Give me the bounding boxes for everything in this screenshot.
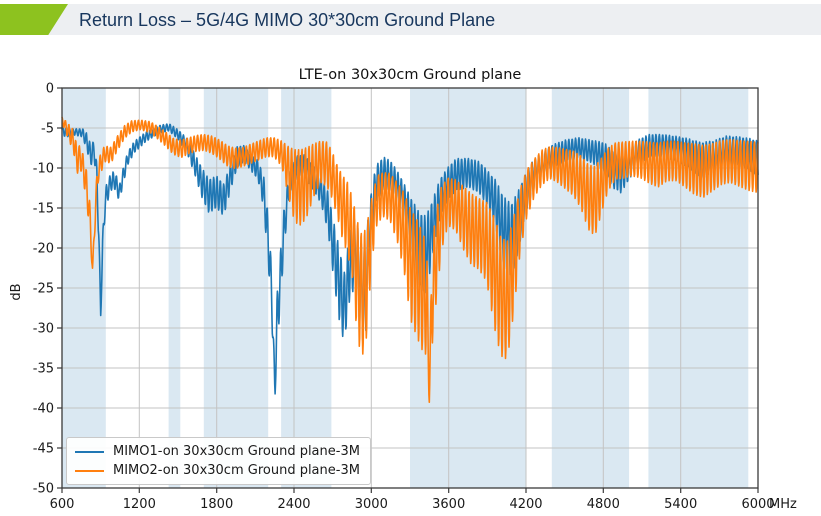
legend-item-mimo2: MIMO2-on 30x30cm Ground plane-3M [75, 461, 360, 480]
y-tick-label: -25 [33, 282, 54, 297]
page-title: Return Loss – 5G/4G MIMO 30*30cm Ground … [79, 10, 496, 30]
chart-title: LTE-on 30x30cm Ground plane [299, 67, 522, 83]
y-tick-label: -50 [33, 482, 54, 497]
y-tick-label: -5 [41, 122, 54, 137]
legend-label-mimo2: MIMO2-on 30x30cm Ground plane-3M [113, 463, 360, 478]
legend-item-mimo1: MIMO1-on 30x30cm Ground plane-3M [75, 442, 360, 461]
y-tick-label: -40 [33, 402, 54, 417]
x-tick-labels: 600 1200 1800 2400 3000 3600 4200 4800 5400 6000 [50, 497, 775, 512]
x-tick-label: 600 [50, 497, 75, 512]
y-tick-label: -45 [33, 442, 54, 457]
legend: MIMO1-on 30x30cm Ground plane-3M MIMO2-o… [66, 437, 371, 485]
x-tick-label: 1800 [200, 497, 233, 512]
y-tick-label: -35 [33, 362, 54, 377]
axis-ticks [57, 87, 759, 493]
line-series [61, 116, 759, 403]
x-axis-unit-label: MHz [769, 497, 797, 512]
y-axis-label: dB [9, 283, 24, 300]
header-bar [0, 4, 821, 35]
y-tick-label: 0 [46, 82, 54, 97]
y-tick-label: -10 [33, 162, 54, 177]
x-tick-label: 6000 [741, 497, 774, 512]
x-tick-label: 4200 [509, 497, 542, 512]
legend-label-mimo1: MIMO1-on 30x30cm Ground plane-3M [113, 444, 360, 459]
x-tick-label: 3000 [355, 497, 388, 512]
y-tick-label: -15 [33, 202, 54, 217]
mimo1-line-swatch [75, 450, 104, 453]
series-line-2 [61, 116, 759, 403]
x-tick-label: 2400 [277, 497, 310, 512]
x-tick-label: 5400 [664, 497, 697, 512]
mimo2-line-swatch [75, 469, 104, 472]
y-tick-labels: 0 -5 -10 -15 -20 -25 -30 -35 -40 -45 -50 [33, 82, 54, 497]
x-tick-label: 3600 [432, 497, 465, 512]
x-tick-label: 4800 [587, 497, 620, 512]
y-tick-label: -30 [33, 322, 54, 337]
x-tick-label: 1200 [123, 497, 156, 512]
y-tick-label: -20 [33, 242, 54, 257]
